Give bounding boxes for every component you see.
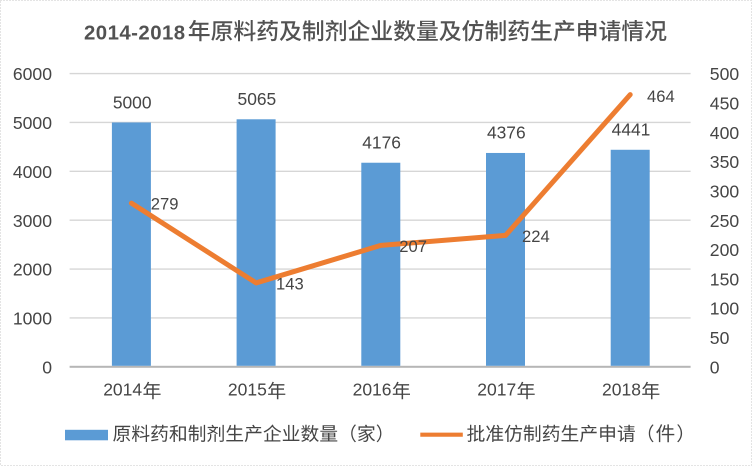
svg-text:100: 100: [710, 299, 740, 319]
svg-text:350: 350: [710, 152, 740, 172]
svg-text:2014: 2014: [103, 380, 142, 400]
svg-text:450: 450: [710, 94, 740, 114]
svg-text:2017: 2017: [477, 380, 516, 400]
svg-text:143: 143: [276, 274, 304, 293]
svg-text:5000: 5000: [113, 92, 152, 112]
svg-text:0: 0: [710, 357, 720, 377]
svg-text:4000: 4000: [13, 162, 52, 182]
svg-text:4176: 4176: [362, 133, 401, 153]
svg-text:2000: 2000: [13, 260, 52, 280]
svg-text:1000: 1000: [13, 309, 52, 329]
svg-text:3000: 3000: [13, 211, 52, 231]
svg-text:400: 400: [710, 123, 740, 143]
svg-text:464: 464: [647, 87, 675, 106]
svg-text:2014-2018: 2014-2018: [84, 22, 186, 44]
svg-text:279: 279: [151, 195, 179, 214]
svg-text:5065: 5065: [238, 89, 277, 109]
svg-text:2016: 2016: [353, 380, 392, 400]
svg-text:5000: 5000: [13, 113, 52, 133]
svg-text:200: 200: [710, 240, 740, 260]
svg-text:4376: 4376: [487, 123, 526, 143]
svg-text:224: 224: [522, 227, 550, 246]
svg-text:300: 300: [710, 181, 740, 201]
svg-text:2018: 2018: [602, 380, 641, 400]
svg-text:150: 150: [710, 269, 740, 289]
svg-text:207: 207: [399, 237, 427, 256]
svg-text:0: 0: [42, 357, 52, 377]
svg-text:4441: 4441: [612, 120, 651, 140]
svg-text:6000: 6000: [13, 64, 52, 84]
svg-text:50: 50: [710, 328, 730, 348]
svg-text:500: 500: [710, 64, 740, 84]
svg-text:250: 250: [710, 211, 740, 231]
svg-text:2015: 2015: [228, 380, 267, 400]
